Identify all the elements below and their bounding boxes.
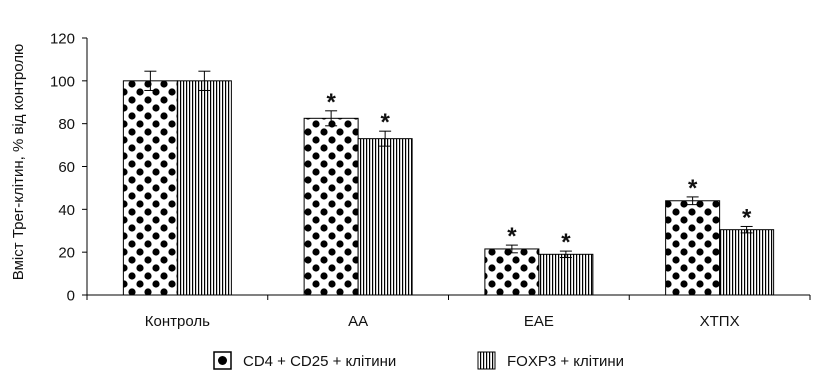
significance-marker: * [688,175,698,202]
x-axis-labels: Контроль АА ЕАЕ ХТПХ [145,313,740,330]
legend-label: FOXP3 + клітини [507,353,624,370]
significance-marker: * [507,223,517,250]
bar-cd4-cd25 [665,200,721,296]
x-tick-label: АА [348,313,368,330]
bar-foxp3 [719,229,775,296]
bar-cd4-cd25 [122,80,178,296]
legend-swatch-border [213,351,232,370]
legend-swatch-dot [218,356,227,365]
legend-item-cd4-cd25: CD4 + CD25 + клітини [213,351,396,370]
legend: CD4 + CD25 + клітини FOXP3 + клітини [213,351,624,370]
y-tick-label: 40 [58,202,75,219]
legend-item-foxp3: FOXP3 + клітини [477,351,624,370]
significance-marker: * [742,204,752,231]
bar-foxp3 [176,80,232,296]
x-tick-label: ХТПХ [700,313,740,330]
bar-foxp3 [538,253,594,296]
legend-swatch-lines [477,351,496,370]
legend-label: CD4 + CD25 + клітини [243,353,396,370]
y-tick-label: 0 [67,288,75,305]
bar-foxp3 [357,138,413,296]
y-tick-label: 80 [58,116,75,133]
x-tick-label: Контроль [145,313,210,330]
bars: * * * * * * [122,70,775,296]
bar-cd4-cd25 [484,248,540,296]
significance-marker: * [380,109,390,136]
y-tick-label: 100 [50,73,75,90]
y-tick-label: 20 [58,245,75,262]
y-axis-label: Вміст Трег-клітин, % від контролю [10,44,27,280]
y-tick-label: 60 [58,159,75,176]
y-tick-label: 120 [50,31,75,48]
significance-marker: * [326,89,336,116]
y-axis-label-group: Вміст Трег-клітин, % від контролю [10,44,27,280]
significance-marker: * [561,229,571,256]
x-tick-label: ЕАЕ [524,313,554,330]
bar-cd4-cd25 [303,117,359,296]
